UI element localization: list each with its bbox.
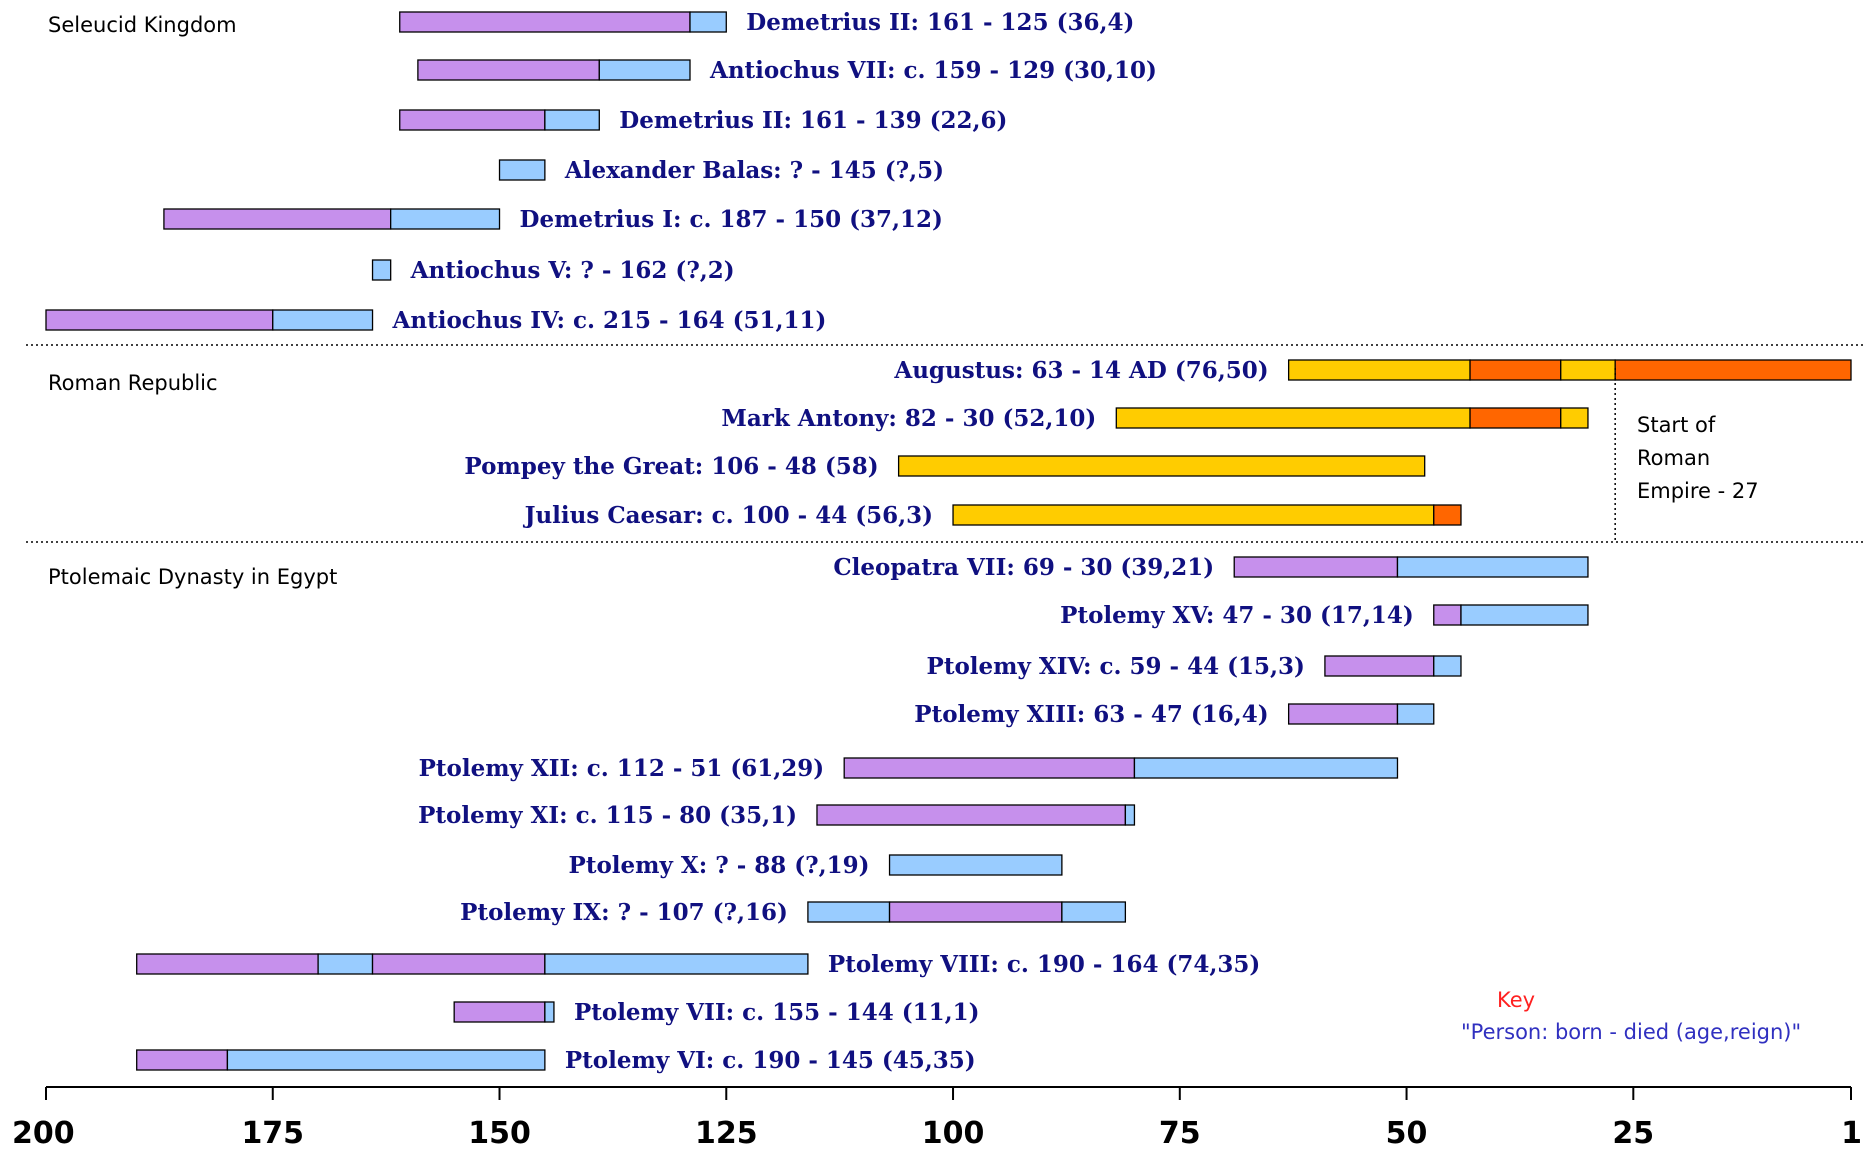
person-label: Mark Antony: 82 - 30 (52,10) [721,405,1096,432]
section-labels: Seleucid Kingdom Roman Republic Ptolemaic … [48,13,337,589]
section-label: Roman Republic [48,371,218,395]
person-label: Demetrius II: 161 - 139 (22,6) [619,107,1007,134]
bars-layer [45,11,1852,1071]
bar-segment-roman-life [952,504,1435,526]
bar-segment-pre-reign [816,804,1127,826]
empire-note-line: Roman [1637,446,1710,470]
person-label: Ptolemy XIV: c. 59 - 44 (15,3) [927,653,1305,680]
bar-segment-reign [1396,556,1589,578]
bar-segment-pre-reign [399,11,691,33]
person-label: Julius Caesar: c. 100 - 44 (56,3) [523,502,933,529]
bar-segment-roman-life [897,455,1426,477]
empire-annotation: Start of Roman Empire - 27 [1614,368,1759,540]
bar-segment-reign [544,1001,555,1023]
person-label: Ptolemy VIII: c. 190 - 164 (74,35) [828,951,1260,978]
bar-segment-reign [689,11,727,33]
key-title: Key [1497,988,1535,1012]
person-label: Antiochus VII: c. 159 - 129 (30,10) [709,57,1157,84]
bar-segment-pre-reign [136,953,319,975]
x-tick-label: 50 [1386,1116,1428,1151]
person-label: Cleopatra VII: 69 - 30 (39,21) [833,554,1214,581]
bar-segment-reign [1433,655,1462,677]
bar-segment-pre-reign [888,901,1063,923]
person-label: Pompey the Great: 106 - 48 (58) [464,453,878,480]
x-tick-label: 175 [241,1116,304,1151]
x-tick-label: 125 [695,1116,758,1151]
section-label: Seleucid Kingdom [48,13,237,37]
bar-segment-reign [544,953,809,975]
bar-segment-roman-life [1115,407,1471,429]
bar-segment-pre-reign [1233,556,1399,578]
bar-segment-reign [317,953,374,975]
person-label: Ptolemy XI: c. 115 - 80 (35,1) [418,802,797,829]
bar-segment-pre-reign [453,1001,546,1023]
bar-segment-roman-life [1287,359,1471,381]
bar-segment-reign [1460,604,1589,626]
section-dividers [26,344,1863,543]
bar-segment-roman-life [1560,407,1589,429]
bar-segment-pre-reign [399,109,546,131]
x-tick-label: 200 [12,1116,75,1151]
legend-key: Key "Person: born - died (age,reign)" [1461,988,1801,1044]
person-label: Ptolemy XIII: 63 - 47 (16,4) [914,701,1268,728]
person-label: Ptolemy XII: c. 112 - 51 (61,29) [419,755,825,782]
person-label: Demetrius I: c. 187 - 150 (37,12) [520,206,943,233]
person-label: Ptolemy XV: 47 - 30 (17,14) [1060,602,1414,629]
bar-segment-reign [226,1049,546,1071]
person-label: Ptolemy VII: c. 155 - 144 (11,1) [574,999,980,1026]
empire-note-line: Start of [1637,413,1716,437]
bar-segment-reign [371,259,392,281]
person-label: Alexander Balas: ? - 145 (?,5) [564,157,944,184]
bar-segment-pre-reign [371,953,546,975]
person-label: Ptolemy IX: ? - 107 (?,16) [460,899,788,926]
bar-segment-pre-reign [45,309,274,331]
bar-segment-pre-reign [843,757,1136,779]
x-tick-label: 100 [922,1116,985,1151]
empire-note-line: Empire - 27 [1637,479,1759,503]
bar-segment-reign [1133,757,1399,779]
bar-segment-pre-reign [1324,655,1435,677]
person-label: Augustus: 63 - 14 AD (76,50) [893,357,1268,384]
x-tick-label: 75 [1159,1116,1201,1151]
x-tick-label: 25 [1612,1116,1654,1151]
bar-segment-pre-reign [417,59,600,81]
bar-segment-reign [807,901,891,923]
bar-segment-pre-reign [1433,604,1462,626]
bar-segment-reign [390,208,501,230]
person-label: Demetrius II: 161 - 125 (36,4) [746,9,1134,36]
bar-segment-reign [544,109,600,131]
section-label: Ptolemaic Dynasty in Egypt [48,565,337,589]
person-label: Antiochus V: ? - 162 (?,2) [410,257,735,284]
bar-segment-pre-reign [163,208,392,230]
bar-segment-roman-power [1469,407,1562,429]
person-labels: Demetrius II: 161 - 125 (36,4) Antiochus … [392,9,1414,1074]
bar-segment-roman-life [1560,359,1616,381]
bar-segment-reign [272,309,374,331]
bar-segment-roman-power [1433,504,1462,526]
x-tick-label: 150 [468,1116,531,1151]
x-tick-label: 1 [1841,1116,1862,1151]
bar-segment-reign [888,854,1063,876]
bar-segment-reign [498,159,546,181]
bar-segment-reign [1061,901,1127,923]
bar-segment-roman-power [1469,359,1562,381]
bar-segment-pre-reign [1287,703,1399,725]
person-label: Ptolemy X: ? - 88 (?,19) [569,852,870,879]
bar-segment-reign [1124,804,1136,826]
bar-segment-pre-reign [136,1049,229,1071]
x-axis: 200 175 150 125 100 75 50 25 1 [12,1086,1862,1151]
bar-segment-roman-power [1614,359,1852,381]
person-label: Antiochus IV: c. 215 - 164 (51,11) [392,307,827,334]
person-label: Ptolemy VI: c. 190 - 145 (45,35) [565,1047,976,1074]
key-text: "Person: born - died (age,reign)" [1461,1020,1801,1044]
bar-segment-reign [1396,703,1435,725]
bar-segment-reign [598,59,691,81]
